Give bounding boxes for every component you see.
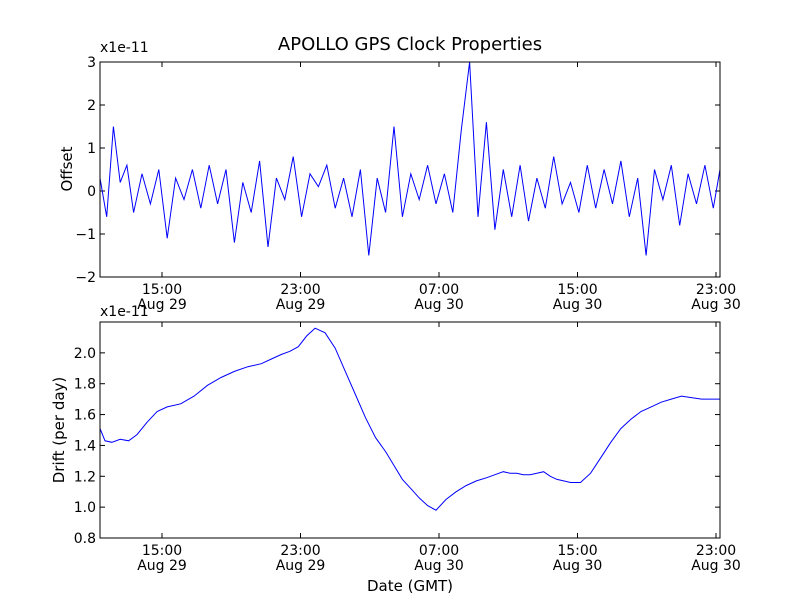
y-tick-label: −2 [75,270,96,286]
x-tick-time-label: 23:00 [280,282,320,298]
x-tick-time-label: 07:00 [419,282,459,298]
x-tick-date-label: Aug 29 [137,297,187,313]
y-tick-label: 0.8 [74,531,96,547]
y-tick-label: 2 [87,98,96,114]
y-tick-label: 1.6 [74,408,96,424]
x-tick-time-label: 15:00 [557,543,597,559]
x-tick-time-label: 23:00 [280,543,320,559]
y-tick-label: 2.0 [74,346,96,362]
x-tick-time-label: 07:00 [419,543,459,559]
x-tick-date-label: Aug 30 [553,558,603,574]
y-tick-label: 1.0 [74,500,96,516]
offset-series-line [99,61,721,256]
offset-y-multiplier: x1e-11 [100,40,149,56]
x-tick-date-label: Aug 30 [553,297,603,313]
offset-series-group [99,61,721,256]
x-tick-date-label: Aug 30 [691,297,741,313]
y-tick-label: 0 [87,184,96,200]
drift-y-multiplier: x1e-11 [100,304,149,320]
offset-plot-frame [99,61,721,278]
x-tick-time-label: 15:00 [142,543,182,559]
x-tick-time-label: 15:00 [557,282,597,298]
y-tick-label: 1.2 [74,469,96,485]
x-tick-date-label: Aug 30 [691,558,741,574]
x-tick-time-label: 23:00 [696,543,736,559]
drift-plot-frame [99,321,721,539]
y-tick-label: −1 [75,227,96,243]
x-tick-time-label: 15:00 [142,282,182,298]
drift-series-line [99,327,720,511]
offset-y-axis-label: Offset [58,146,76,191]
drift-chart: x1e-11 Drift (per day) Date (GMT) 0.8 1.0… [50,304,741,595]
drift-x-axis-label: Date (GMT) [367,577,453,595]
x-tick-time-label: 23:00 [696,282,736,298]
x-tick-date-label: Aug 29 [276,297,326,313]
y-tick-label: 1.8 [74,377,96,393]
x-tick-date-label: Aug 30 [414,297,464,313]
y-tick-label: 1.4 [74,438,96,454]
x-tick-date-label: Aug 30 [414,558,464,574]
x-tick-date-label: Aug 29 [276,558,326,574]
y-tick-label: 1 [87,141,96,157]
drift-series-group [99,327,720,511]
chart-title: APOLLO GPS Clock Properties [278,34,542,55]
offset-chart: APOLLO GPS Clock Properties x1e-11 Offse… [58,34,741,313]
drift-y-axis-label: Drift (per day) [50,377,68,484]
x-tick-date-label: Aug 29 [137,558,187,574]
y-tick-label: 3 [87,55,96,71]
